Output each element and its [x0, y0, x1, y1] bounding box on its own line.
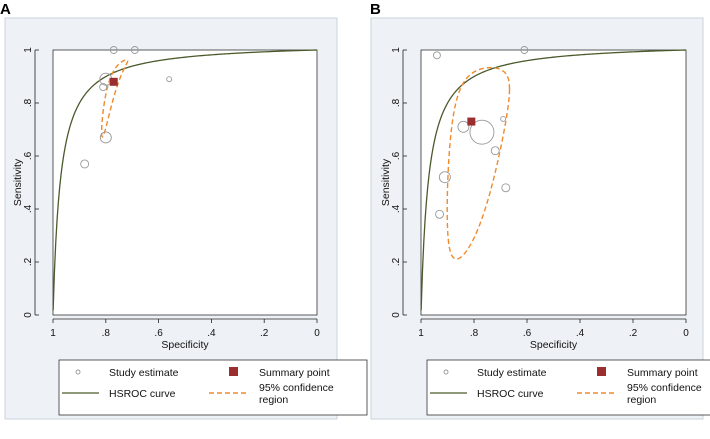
summary-point — [467, 117, 476, 126]
study-estimate-point — [490, 146, 500, 156]
x-tick-label: .8 — [470, 328, 479, 339]
study-estimate-point — [99, 83, 108, 92]
legend-box — [426, 359, 710, 416]
confidence-region — [100, 59, 129, 138]
study-estimate-point — [469, 119, 495, 145]
y-tick-label: .6 — [23, 151, 34, 160]
study-estimate-point — [457, 120, 470, 133]
y-tick-label: .4 — [391, 204, 402, 213]
study-estimate-point — [500, 115, 507, 122]
hsroc-curve — [52, 49, 317, 311]
study-estimate-point — [438, 171, 451, 184]
legend-study-label: Study estimate — [477, 367, 547, 379]
x-tick-label: 1 — [50, 328, 56, 339]
legend-summary-symbol — [229, 367, 238, 376]
legend-summary-label: Summary point — [627, 367, 698, 379]
x-tick-label: .6 — [523, 328, 532, 339]
x-tick-label: 0 — [314, 328, 320, 339]
x-tick-label: .4 — [207, 328, 216, 339]
x-tick-label: .2 — [260, 328, 269, 339]
y-tick-label: 0 — [23, 312, 34, 318]
y-axis-title: Sensitivity — [12, 158, 24, 206]
confidence-region — [446, 66, 511, 260]
panel-letter: B — [370, 1, 381, 18]
x-tick-label: .4 — [576, 328, 585, 339]
summary-point — [109, 77, 118, 86]
x-tick-label: .2 — [629, 328, 638, 339]
x-tick-label: .6 — [154, 328, 163, 339]
legend: Study estimate Summary point HSROC curve 95… — [58, 359, 368, 416]
y-tick-label: .6 — [391, 151, 402, 160]
study-estimate-point — [99, 131, 112, 144]
legend-ci-label-line2: region — [627, 394, 656, 406]
study-estimate-point — [501, 183, 511, 193]
study-estimate-point — [520, 46, 529, 54]
legend-summary-symbol — [597, 367, 606, 376]
legend-curve-label: HSROC curve — [109, 388, 176, 400]
x-axis-title: Specificity — [530, 339, 578, 351]
legend-ci-label-line1: 95% confidence — [627, 382, 702, 394]
study-estimate-point — [435, 209, 444, 219]
legend-box — [58, 359, 368, 416]
legend-study-label: Study estimate — [109, 367, 179, 379]
legend-summary-label: Summary point — [259, 367, 330, 379]
x-tick-label: 1 — [418, 328, 424, 339]
panel-a: A 0 .2 .4 .6 .8 1 Sensitivity 1 .8 .6 .4 .2 0 Specific… — [0, 1, 368, 420]
legend: Study estimate Summary point HSROC curve 95… — [426, 359, 710, 416]
x-tick-label: 0 — [683, 328, 689, 339]
y-tick-label: 1 — [23, 47, 34, 53]
legend-study-symbol — [443, 369, 449, 375]
y-tick-label: .2 — [23, 257, 34, 266]
x-tick-label: .8 — [102, 328, 111, 339]
y-axis-title: Sensitivity — [380, 158, 392, 206]
hsroc-curve — [420, 49, 686, 311]
study-estimate-point — [109, 46, 118, 54]
y-tick-label: 0 — [391, 312, 402, 318]
panel-b: B 0 .2 .4 .6 .8 1 Sensitivity 1 .8 .6 .4 .2 0 Specific… — [370, 1, 710, 420]
legend-ci-label-line1: 95% confidence — [259, 382, 334, 394]
x-axis-title: Specificity — [161, 339, 209, 351]
study-estimate-point — [166, 76, 173, 83]
y-tick-label: .8 — [23, 98, 34, 107]
panel-letter: A — [0, 1, 11, 18]
study-estimate-point — [80, 159, 90, 169]
y-tick-label: 1 — [391, 47, 402, 53]
y-tick-label: .8 — [391, 98, 402, 107]
legend-ci-label-line2: region — [259, 394, 288, 406]
study-estimate-point — [130, 46, 139, 54]
legend-study-symbol — [75, 369, 81, 375]
plot-area — [420, 49, 687, 316]
legend-curve-label: HSROC curve — [477, 388, 544, 400]
y-tick-label: .4 — [23, 204, 34, 213]
plot-area — [52, 49, 318, 316]
y-tick-label: .2 — [391, 257, 402, 266]
study-estimate-point — [432, 51, 441, 60]
